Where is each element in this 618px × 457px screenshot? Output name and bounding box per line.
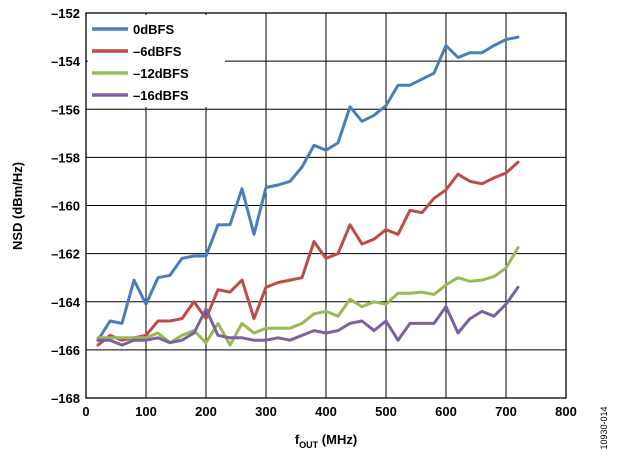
x-tick-label: 500: [375, 404, 397, 419]
y-tick-label: –168: [51, 391, 80, 406]
x-tick-label: 200: [195, 404, 217, 419]
y-tick-label: –164: [51, 295, 81, 310]
y-tick-label: –156: [51, 102, 80, 117]
x-tick-label: 800: [555, 404, 577, 419]
x-tick-label: 300: [255, 404, 277, 419]
x-tick-label: 400: [315, 404, 337, 419]
legend-label: –6dBFS: [133, 44, 182, 59]
x-axis-title-subscript: OUT: [299, 440, 319, 450]
plot-frame: [85, 12, 567, 399]
x-tick-label: 600: [435, 404, 457, 419]
series-line-4: [96, 285, 520, 347]
y-axis-title: NSD (dBm/Hz): [10, 162, 25, 250]
y-tick-label: –158: [51, 150, 80, 165]
legend-label: –16dBFS: [133, 88, 189, 103]
y-tick-label: –152: [51, 6, 80, 21]
x-axis-title-unit: (MHz): [318, 432, 357, 447]
y-tick-labels: –152 –154 –156 –158 –160 –162 –164 –166 –168: [51, 6, 81, 406]
legend-label: –12dBFS: [133, 66, 189, 81]
y-tick-label: –166: [51, 343, 80, 358]
x-axis-title: fOUT (MHz): [295, 432, 357, 450]
legend-label: 0dBFS: [133, 22, 175, 37]
legend: 0dBFS –6dBFS –12dBFS –16dBFS: [88, 15, 225, 107]
series-line-1: [96, 35, 520, 342]
x-tick-labels: 0 100 200 300 400 500 600 700 800: [82, 404, 576, 419]
x-tick-label: 700: [495, 404, 517, 419]
series-line-2: [96, 160, 520, 347]
x-axis-title-main: f: [295, 432, 300, 447]
y-tick-label: –162: [51, 247, 80, 262]
x-tick-label: 100: [135, 404, 157, 419]
x-tick-label: 0: [82, 404, 89, 419]
series-lines: [96, 35, 520, 347]
figure-id: 10930-014: [599, 406, 609, 449]
y-tick-label: –154: [51, 54, 81, 69]
y-tick-label: –160: [51, 199, 80, 214]
